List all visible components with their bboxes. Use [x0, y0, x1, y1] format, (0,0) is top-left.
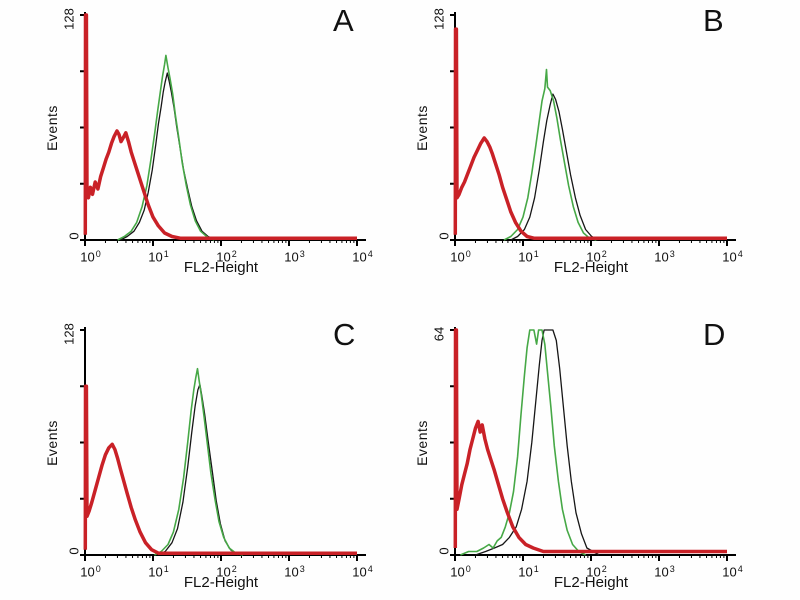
panel-letter: D: [703, 317, 726, 352]
series-black-curve: [120, 72, 216, 241]
series-green-curve: [117, 54, 215, 241]
x-tick-label: 100: [80, 249, 101, 265]
y-axis-max-label: 128: [431, 8, 447, 30]
histogram-panel-b: 128 0 Events FL2-Height B 100 101 102 103 10…: [400, 0, 800, 300]
x-tick-label: 104: [722, 249, 743, 265]
series-red-curve: [453, 328, 727, 554]
x-tick-label: 104: [722, 564, 743, 580]
y-axis-title: Events: [44, 419, 60, 466]
y-axis-max-label: 128: [61, 8, 77, 30]
x-axis-title: FL2-Height: [553, 259, 629, 276]
x-tick-label: 101: [148, 564, 169, 580]
x-axis-title: FL2-Height: [553, 574, 629, 591]
series-red-curve: [453, 27, 727, 240]
series-black-curve: [510, 93, 599, 241]
series-green-curve: [460, 329, 586, 556]
y-axis-zero-label: 0: [66, 232, 82, 240]
y-axis-max-label: 64: [431, 326, 447, 342]
x-tick-label: 101: [148, 249, 169, 265]
series-red-curve: [83, 13, 357, 240]
x-tick-label: 102: [586, 564, 607, 580]
y-axis-title: Events: [44, 104, 60, 151]
x-tick-label: 100: [450, 249, 471, 265]
x-tick-label: 102: [216, 249, 237, 265]
y-axis-title: Events: [414, 104, 430, 151]
series-black-curve: [158, 383, 239, 556]
x-tick-label: 100: [450, 564, 471, 580]
histogram-panel-d: 64 0 Events FL2-Height D 100 101 102 103 104: [400, 300, 800, 600]
plot-area: [450, 327, 736, 561]
series-red-curve: [83, 384, 357, 555]
x-tick-label: 103: [654, 249, 675, 265]
x-tick-label: 103: [284, 564, 305, 580]
series-green-curve: [503, 68, 597, 241]
x-tick-label: 102: [586, 249, 607, 265]
y-axis-zero-label: 0: [436, 232, 452, 240]
x-tick-label: 102: [216, 564, 237, 580]
panel-letter: B: [703, 3, 724, 38]
y-axis-max-label: 128: [61, 323, 77, 345]
series-black-curve: [475, 329, 600, 556]
x-axis-title: FL2-Height: [183, 574, 259, 591]
x-tick-label: 100: [80, 564, 101, 580]
x-tick-label: 101: [518, 564, 539, 580]
panel-letter: A: [333, 3, 354, 38]
x-axis-title: FL2-Height: [183, 259, 259, 276]
x-tick-label: 104: [352, 564, 373, 580]
histogram-panel-a: 128 0 Events FL2-Height A 100 101 102 103 10…: [0, 0, 400, 300]
x-tick-label: 104: [352, 249, 373, 265]
y-axis-zero-label: 0: [66, 547, 82, 555]
series-green-curve: [154, 367, 244, 556]
y-axis-zero-label: 0: [436, 547, 452, 555]
x-tick-label: 103: [284, 249, 305, 265]
x-tick-label: 103: [654, 564, 675, 580]
plot-area: [80, 12, 366, 246]
y-axis-title: Events: [414, 419, 430, 466]
panel-letter: C: [333, 317, 356, 352]
plot-area: [450, 12, 736, 246]
x-tick-label: 101: [518, 249, 539, 265]
plot-area: [80, 327, 366, 561]
histogram-panel-c: 128 0 Events FL2-Height C 100 101 102 103 10…: [0, 300, 400, 600]
